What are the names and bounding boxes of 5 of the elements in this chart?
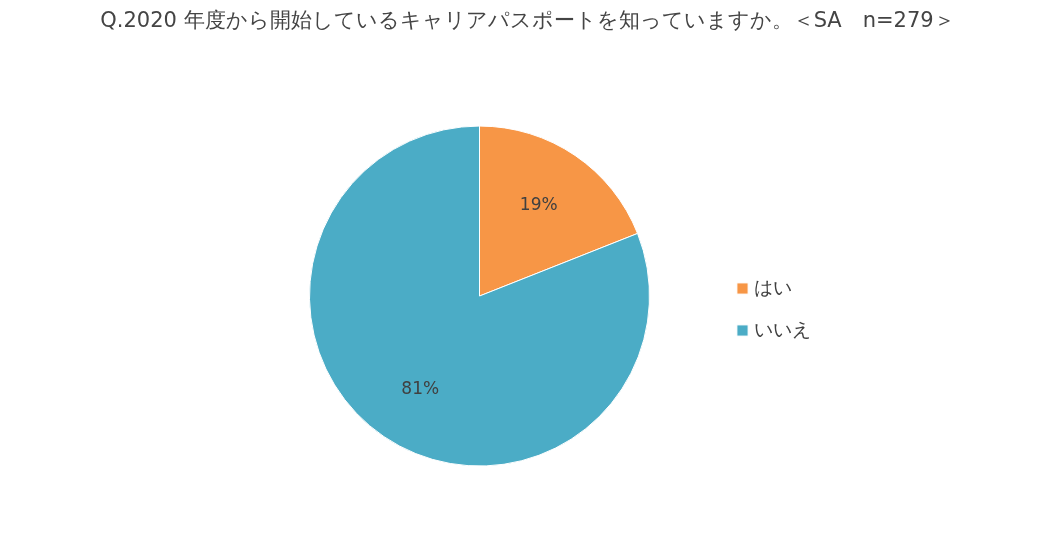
chart-title: Q.2020 年度から開始しているキャリアパスポートを知っていますか。＜SA n=279＞ <box>100 7 955 32</box>
legend-label: いいえ <box>754 317 811 342</box>
data-label: 19% <box>519 194 558 215</box>
legend-label: はい <box>754 275 792 300</box>
data-label: 81% <box>401 377 440 398</box>
